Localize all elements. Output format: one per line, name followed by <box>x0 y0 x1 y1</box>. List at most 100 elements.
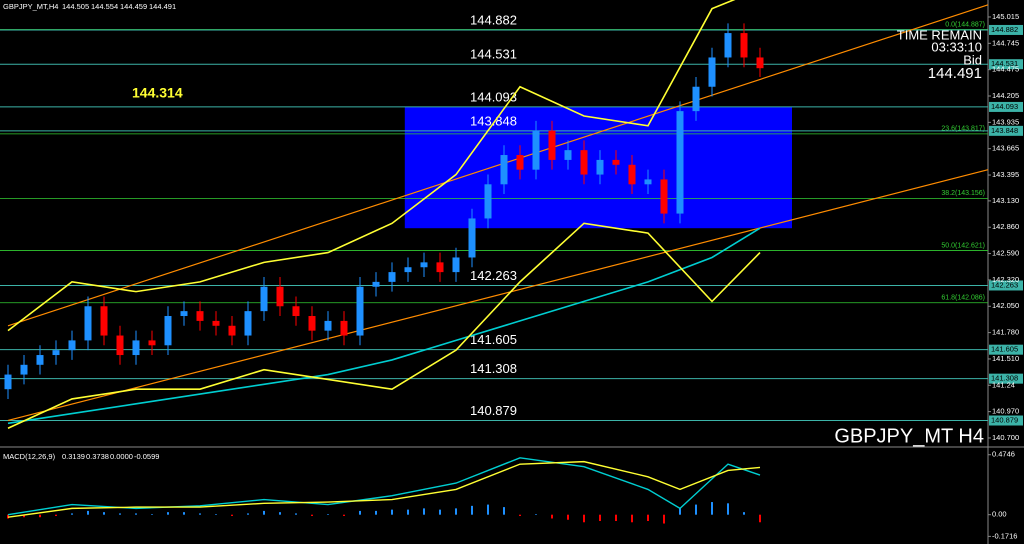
macd-bar <box>167 512 169 515</box>
macd-bar <box>535 514 537 515</box>
level-tag-label: 140.879 <box>991 415 1018 424</box>
candle-body <box>100 306 108 336</box>
candle-body <box>436 262 444 273</box>
y-tick-label: 142.590 <box>992 249 1019 258</box>
macd-value: 0.3738 <box>86 452 109 461</box>
candle-body <box>692 86 700 112</box>
level-tag <box>989 59 1023 70</box>
macd-bar <box>471 505 473 515</box>
level-tag-label: 141.605 <box>991 345 1018 354</box>
time-remain: 03:33:10 <box>931 39 982 54</box>
candle-body <box>4 374 12 390</box>
candle-body <box>708 57 716 87</box>
candle-body <box>356 286 364 336</box>
y-tick-label: 144.205 <box>992 91 1019 100</box>
y-tick-label: 142.320 <box>992 275 1019 284</box>
candle-body <box>244 311 252 336</box>
bid: 144.491 <box>928 65 982 82</box>
candle-body <box>740 33 748 58</box>
level-label: 141.308 <box>470 361 517 376</box>
candle-body <box>420 262 428 268</box>
candle-body <box>148 340 156 346</box>
candle-body <box>564 150 572 160</box>
candle-body <box>52 350 60 356</box>
level-tag <box>989 373 1023 384</box>
candle-body <box>292 306 300 317</box>
macd-bar <box>215 514 217 515</box>
level-label: 144.093 <box>470 89 517 104</box>
level-tag-label: 144.093 <box>991 102 1018 111</box>
macd-line <box>7 460 761 518</box>
macd-bar <box>487 504 489 515</box>
candle-body <box>340 320 348 336</box>
candle-body <box>228 325 236 336</box>
candle-body <box>644 179 652 185</box>
macd-bar <box>679 508 681 515</box>
y-tick-label: 144.475 <box>992 65 1019 74</box>
y-tick-label: 140.970 <box>992 407 1019 416</box>
candle-body <box>180 311 188 317</box>
macd-bar <box>375 510 377 515</box>
candle-body <box>260 286 268 312</box>
macd-bar <box>247 513 249 515</box>
level-tag-label: 143.848 <box>991 126 1018 135</box>
macd-bar <box>71 513 73 515</box>
candle-body <box>324 320 332 331</box>
candle-body <box>388 272 396 282</box>
chart-title: GBPJPY_MT,H4 <box>3 2 58 11</box>
macd-bar <box>55 514 57 516</box>
macd-bar <box>327 514 329 515</box>
candle-body <box>164 316 172 346</box>
macd-bar <box>583 514 585 523</box>
macd-value: 0.3139 <box>62 452 85 461</box>
macd-bar <box>759 514 761 523</box>
macd-bar <box>455 508 457 515</box>
candle-body <box>516 155 524 170</box>
candle-body <box>36 355 44 365</box>
level-tag <box>989 415 1023 426</box>
candle-body <box>276 286 284 307</box>
macd-bar <box>343 514 345 516</box>
macd-bar <box>727 503 729 515</box>
indicator-line <box>7 222 761 429</box>
macd-bar <box>695 504 697 515</box>
y-tick-label: 141.24 <box>992 380 1015 389</box>
macd-bar <box>663 514 665 524</box>
macd-bar <box>135 513 137 515</box>
level-label: 141.605 <box>470 332 517 347</box>
y-tick-label: 0.4746 <box>992 450 1015 459</box>
candle-body <box>20 364 28 375</box>
level-label: 143.848 <box>470 113 517 128</box>
y-tick-label: 141.510 <box>992 354 1019 363</box>
candle-body <box>308 316 316 331</box>
fib-label: 50.0(142.621) <box>941 242 985 249</box>
candle-body <box>548 130 556 160</box>
macd-bar <box>423 508 425 515</box>
y-tick-label: 143.395 <box>992 170 1019 179</box>
y-tick-label: 140.700 <box>992 433 1019 442</box>
candle-body <box>612 159 620 165</box>
macd-bar <box>439 509 441 515</box>
trendline <box>7 169 989 421</box>
macd-bar <box>391 509 393 515</box>
y-tick-label: 143.665 <box>992 144 1019 153</box>
macd-bar <box>407 509 409 515</box>
candle-body <box>756 57 764 69</box>
level-tag-label: 144.882 <box>991 25 1018 34</box>
macd-bar <box>503 507 505 515</box>
candle-body <box>404 267 412 273</box>
candle-body <box>500 155 508 185</box>
macd-bar <box>295 513 297 515</box>
ohlc-value: 144.505 <box>62 2 89 11</box>
macd-bar <box>551 514 553 519</box>
macd-title: MACD(12,26,9) <box>3 452 56 461</box>
candle-body <box>596 159 604 175</box>
macd-bar <box>103 512 105 515</box>
level-tag <box>989 125 1023 136</box>
candle-body <box>468 218 476 258</box>
macd-bar <box>647 514 649 522</box>
candle-body <box>116 335 124 356</box>
macd-value: 0.0000 <box>110 452 133 461</box>
macd-bar <box>183 512 185 515</box>
